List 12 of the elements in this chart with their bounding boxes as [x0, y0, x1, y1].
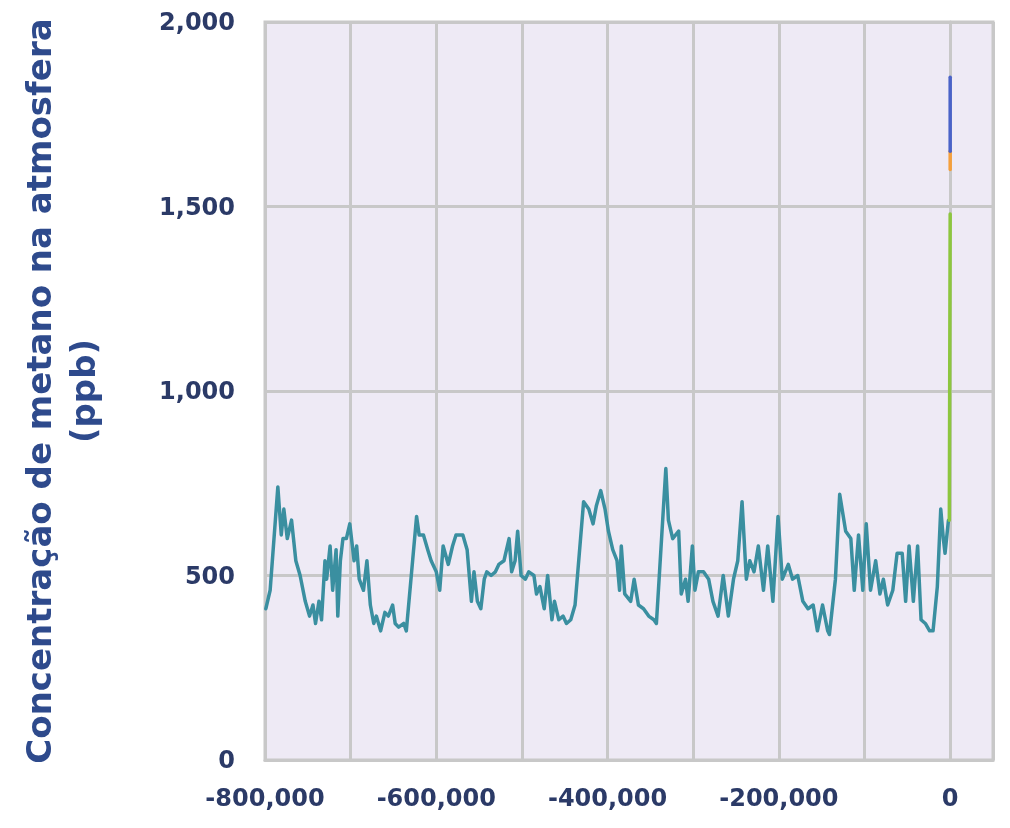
x-tick-label: 0	[941, 784, 959, 812]
x-tick-label: -200,000	[719, 784, 839, 812]
y-axis-title: Concentração de metano na atmosfera (ppb)	[19, 18, 103, 764]
line-series	[264, 466, 951, 637]
y-tick-label: 2,000	[159, 8, 235, 36]
y-tick-label: 0	[218, 746, 235, 774]
x-tick-label: -600,000	[376, 784, 496, 812]
y-tick-label: 1,500	[159, 192, 235, 221]
x-tick-label: -400,000	[547, 784, 668, 812]
x-tick-label: -800,000	[205, 784, 325, 812]
y-tick-label: 500	[184, 561, 235, 590]
y-tick-label: 1,000	[159, 377, 235, 405]
